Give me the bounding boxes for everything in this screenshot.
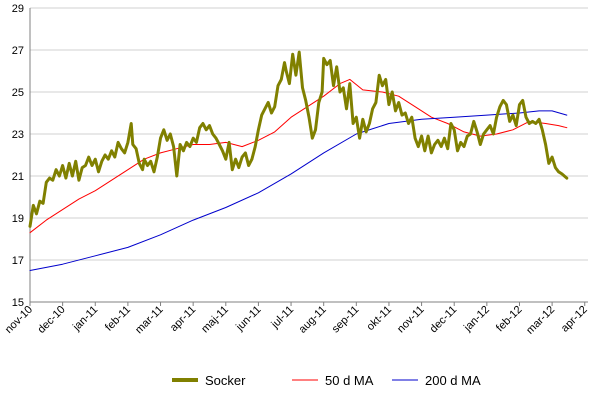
x-tick-label: maj-11 <box>199 304 231 336</box>
axes <box>29 8 588 303</box>
y-tick-label: 27 <box>12 45 24 57</box>
y-tick-label: 25 <box>12 87 24 99</box>
series-layer <box>28 50 569 271</box>
x-tick-label: aug-11 <box>297 304 329 336</box>
x-tick-label: apr-12 <box>559 304 590 335</box>
x-tick-label: feb-12 <box>494 304 525 335</box>
y-tick-label: 19 <box>12 213 24 225</box>
x-tick-label: sep-11 <box>330 304 362 336</box>
x-tick-label: nov-11 <box>395 304 427 336</box>
x-tick-label: mar-11 <box>133 304 166 337</box>
x-tick-labels: nov-10 dec-10 jan-11 feb-11 mar-11 apr-11 maj-… <box>3 302 590 337</box>
x-tick-label: feb-11 <box>103 304 133 334</box>
y-tick-label: 21 <box>12 171 24 183</box>
legend: Socker 50 d MA 200 d MA <box>172 373 481 388</box>
y-tick-label: 17 <box>12 255 24 267</box>
y-tick-label: 29 <box>12 3 24 15</box>
x-tick-label: dec-10 <box>35 304 67 336</box>
x-tick-label: okt-11 <box>365 304 395 334</box>
x-tick-label: jan-12 <box>461 304 492 335</box>
legend-label: 50 d MA <box>325 373 374 388</box>
x-tick-label: jul-11 <box>269 304 297 332</box>
x-tick-label: mar-12 <box>524 304 557 337</box>
legend-label: Socker <box>205 373 246 388</box>
y-tick-label: 23 <box>12 129 24 141</box>
x-tick-label: jun-11 <box>233 304 263 334</box>
x-tick-label: jan-11 <box>70 304 100 334</box>
y-tick-labels: 15 17 19 21 23 25 27 29 <box>12 3 24 309</box>
y-tick-label: 15 <box>12 297 24 309</box>
x-tick-label: dec-11 <box>428 304 460 336</box>
gridlines <box>30 7 588 303</box>
series-line-socker <box>28 50 569 228</box>
x-tick-label: apr-11 <box>168 304 198 334</box>
legend-label: 200 d MA <box>425 373 481 388</box>
